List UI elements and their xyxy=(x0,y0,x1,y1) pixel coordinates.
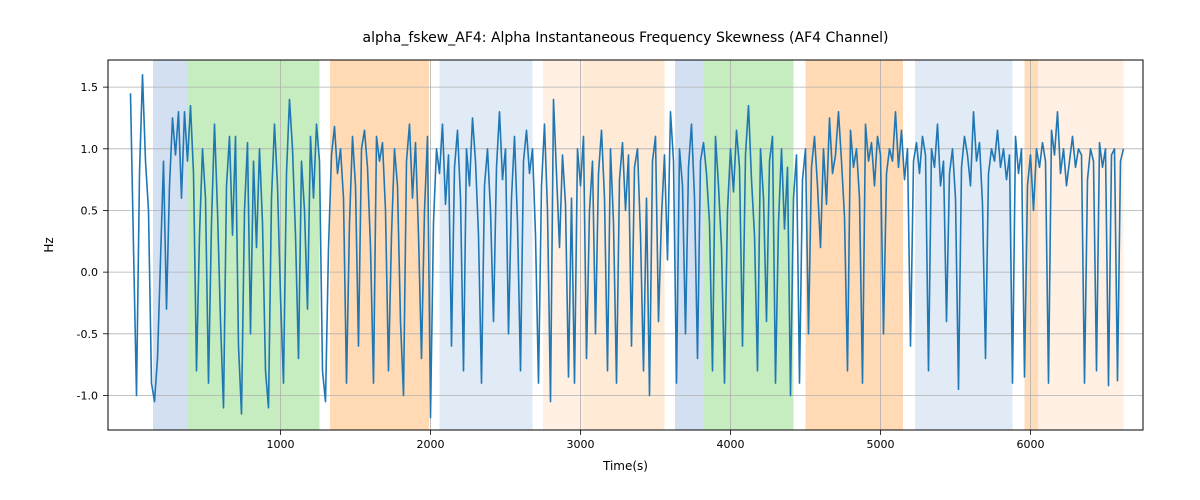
y-axis-label: Hz xyxy=(42,237,56,252)
y-tick-label: 0.5 xyxy=(81,204,99,217)
x-tick-label: 6000 xyxy=(1017,438,1045,451)
plot-area: 1000 2000 3000 4000 5000 6000 -1.0 -0.5 0.0 0.5 1.… xyxy=(77,60,1143,451)
chart-title: alpha_fskew_AF4: Alpha Instantaneous Fre… xyxy=(363,30,889,46)
y-tick-label: 1.5 xyxy=(81,81,99,94)
y-tick-label: 1.0 xyxy=(81,143,99,156)
background-region xyxy=(543,60,584,430)
x-tick-label: 4000 xyxy=(717,438,745,451)
x-tick-label: 2000 xyxy=(417,438,445,451)
background-region xyxy=(584,60,665,430)
y-tick-label: -1.0 xyxy=(77,389,98,402)
line-chart: alpha_fskew_AF4: Alpha Instantaneous Fre… xyxy=(0,0,1200,500)
x-tick-label: 3000 xyxy=(567,438,595,451)
x-axis-label: Time(s) xyxy=(602,459,648,473)
chart-container: alpha_fskew_AF4: Alpha Instantaneous Fre… xyxy=(0,0,1200,500)
x-tick-label: 5000 xyxy=(867,438,895,451)
background-region xyxy=(153,60,188,430)
x-tick-label: 1000 xyxy=(267,438,295,451)
y-tick-label: -0.5 xyxy=(77,328,98,341)
y-tick-label: 0.0 xyxy=(81,266,99,279)
